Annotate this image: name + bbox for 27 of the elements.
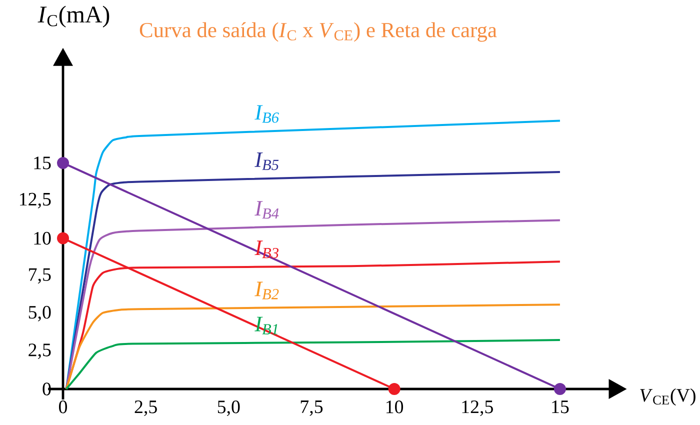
line-series: [65, 219, 561, 390]
series-label: I$_{B2}$: [254, 282, 279, 300]
point: [57, 232, 70, 244]
y-tick-label: 12,5: [20, 192, 51, 208]
y-tick-label: 10: [34, 232, 51, 245]
x-tick-label: 15: [552, 400, 569, 414]
line-series: [65, 339, 561, 390]
y-tick-label: 7,5: [29, 268, 51, 284]
x-axis-title: V$_{CE}$(V): [640, 388, 696, 406]
line-series: [65, 304, 561, 390]
x-tick-label: 7,5: [300, 400, 323, 416]
point: [554, 383, 566, 395]
y-tick-label: 2,5: [28, 344, 51, 360]
series-label: I$_{B6}$: [254, 105, 279, 123]
y-axis-title: I$_{C}$(mA): [38, 6, 110, 28]
y-tick-label: 5,0: [28, 306, 51, 322]
x-tick-label: 12,5: [462, 400, 493, 416]
x-tick-label: 0: [58, 400, 68, 414]
point: [57, 156, 70, 169]
x-tick-label: 2,5: [134, 400, 157, 416]
x-tick-label: 5,0: [218, 400, 240, 416]
series-label: I$_{B4}$: [254, 201, 279, 219]
chart-title: Curva de saída (I$_{C}$ x V$_{CE}$) e Reta de carga: [140, 22, 497, 42]
series-label: I$_{B5}$: [254, 152, 279, 170]
y-tick-label: 15: [34, 156, 51, 170]
x-tick-label: 10: [386, 400, 404, 414]
point: [388, 383, 400, 395]
